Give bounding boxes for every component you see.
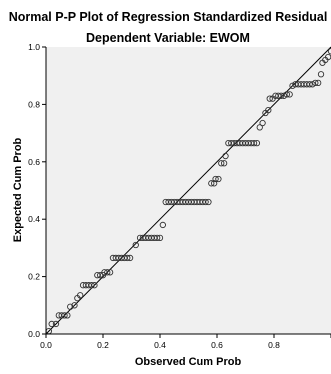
data-point	[286, 91, 293, 98]
data-point	[253, 139, 261, 147]
x-axis-label: Observed Cum Prob	[135, 356, 242, 368]
data-point	[250, 139, 258, 147]
data-point	[159, 221, 167, 229]
data-point	[52, 320, 60, 328]
data-point	[306, 81, 313, 88]
x-tick-label: 0.0	[40, 340, 52, 350]
data-point	[64, 312, 71, 319]
y-tick-label: 0.4	[28, 214, 40, 224]
data-point	[210, 180, 218, 187]
data-point	[205, 198, 212, 206]
data-point	[277, 92, 285, 99]
data-point	[212, 175, 219, 183]
chart-subtitle: Dependent Variable: EWOM	[86, 31, 250, 45]
data-point	[259, 119, 266, 127]
data-point	[218, 160, 225, 167]
data-point	[104, 269, 111, 276]
data-point	[265, 106, 272, 114]
data-point	[67, 303, 74, 310]
data-point	[153, 234, 161, 242]
data-point	[106, 269, 114, 276]
y-tick-label: 0.0	[28, 329, 40, 339]
data-point	[315, 79, 322, 87]
data-point	[61, 312, 68, 319]
x-tick-label: 0.2	[97, 340, 109, 350]
x-tick-label: 0.6	[211, 340, 223, 350]
data-point	[283, 91, 290, 98]
data-point	[266, 95, 273, 102]
data-point	[77, 292, 84, 299]
data-point	[132, 241, 139, 249]
data-point	[97, 272, 104, 279]
data-point	[256, 124, 263, 131]
x-tick-label: 0.8	[268, 340, 280, 350]
x-tick-label: 0.4	[154, 340, 166, 350]
data-point	[215, 175, 222, 183]
data-point	[208, 180, 215, 187]
data-point	[317, 71, 325, 78]
y-tick-label: 0.2	[28, 272, 40, 282]
data-point	[222, 152, 229, 160]
data-point	[71, 302, 78, 309]
chart-title: Normal P-P Plot of Regression Standardiz…	[9, 10, 328, 24]
y-tick-label: 0.8	[28, 99, 40, 109]
data-point	[312, 79, 319, 87]
data-point	[220, 160, 228, 167]
y-tick-label: 1.0	[28, 42, 40, 52]
data-point	[88, 282, 95, 289]
data-point	[202, 198, 209, 206]
data-point	[126, 254, 134, 262]
data-point	[156, 234, 164, 242]
data-point	[124, 254, 131, 262]
y-axis-label: Expected Cum Prob	[12, 137, 24, 242]
y-tick-label: 0.6	[28, 157, 40, 167]
data-point	[91, 282, 98, 289]
data-point	[48, 320, 55, 328]
